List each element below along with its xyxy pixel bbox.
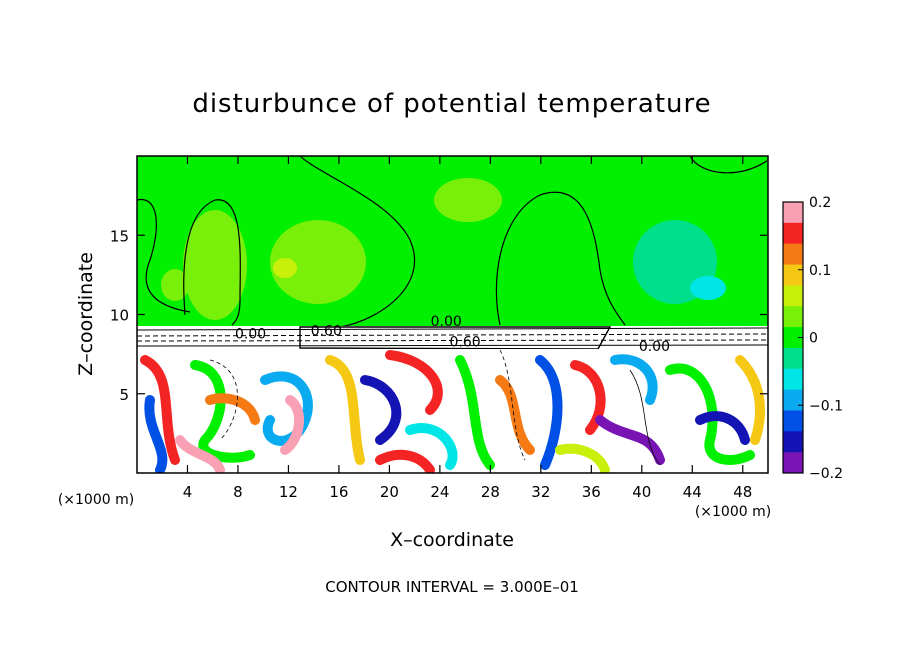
contour-line <box>137 339 768 342</box>
contour-line <box>137 344 768 347</box>
x-tick-label: 36 <box>582 483 601 501</box>
contour-value-label: 0.00 <box>431 314 462 330</box>
cyan-patch <box>690 276 726 300</box>
contour-value-label: 0.60 <box>311 323 342 339</box>
x-tick-label: 28 <box>481 483 500 501</box>
colorbar-swatch <box>783 327 803 349</box>
colorbar-swatch <box>783 368 803 391</box>
turbulent-eddies <box>140 350 765 473</box>
lighter-patch <box>434 178 502 222</box>
colorbar-swatch <box>783 306 803 328</box>
colorbar-swatch <box>783 452 803 474</box>
colorbar-swatch <box>783 222 803 245</box>
contour-line <box>499 349 526 461</box>
colorbar-swatch <box>783 389 803 411</box>
y-axis-ticks: 5 10 15 <box>110 227 768 404</box>
contour-line <box>689 156 768 174</box>
x-axis-label: X–coordinate <box>390 529 514 551</box>
colorbar-tick-label: 0 <box>809 331 818 347</box>
contour-labels: 0.00 0.60 0.60 0.00 0.00 <box>235 314 670 355</box>
y-tick-label: 5 <box>119 386 129 404</box>
contour-line <box>137 327 768 331</box>
layer-band <box>137 326 768 348</box>
contour-line <box>183 199 241 326</box>
chart-title: disturbunce of potential temperature <box>192 89 711 119</box>
colorbar-swatch <box>783 243 803 266</box>
x-axis-ticks: 4 8 12 16 20 24 28 32 36 40 44 48 <box>183 156 752 501</box>
x-tick-label: 16 <box>329 483 348 501</box>
contour-value-label: 0.00 <box>639 339 670 355</box>
x-tick-label: 44 <box>683 483 702 501</box>
contour-line <box>495 191 626 326</box>
lighter-patch <box>270 220 366 304</box>
colorbar: 0.2 0.1 0 −0.1 −0.2 <box>782 195 843 482</box>
colorbar-swatch <box>783 264 803 286</box>
x-tick-label: 12 <box>279 483 298 501</box>
x-tick-label: 48 <box>733 483 752 501</box>
colorbar-tick-label: 0.1 <box>809 263 831 279</box>
colorbar-swatch <box>783 431 803 453</box>
contour-line <box>137 333 768 337</box>
contour-value-label: 0.00 <box>235 327 266 343</box>
x-tick-label: 32 <box>531 483 550 501</box>
contour-line <box>299 156 416 328</box>
contour-interval-footer: CONTOUR INTERVAL = 3.000E–01 <box>325 578 579 596</box>
colorbar-tick-label: −0.2 <box>809 466 843 482</box>
contour-line <box>629 369 661 466</box>
plot-area: 0.000.600.60 0.000.00 4 8 12 16 20 24 28 32 36 40 4… <box>110 155 769 501</box>
colorbar-tick-label: 0.2 <box>809 195 831 211</box>
x-tick-label: 8 <box>233 483 243 501</box>
colorbar-swatch <box>783 202 803 224</box>
lighter-patch <box>161 269 189 301</box>
contour-value-label: 0.60 <box>450 334 481 350</box>
x-tick-label: 40 <box>632 483 651 501</box>
colorbar-tick-label: −0.1 <box>809 398 843 414</box>
z-units-label: (×1000 m) <box>58 492 134 508</box>
x-tick-label: 20 <box>380 483 399 501</box>
contour-line <box>137 199 191 313</box>
colorbar-swatch <box>783 347 803 370</box>
yellow-green-patch <box>273 258 297 278</box>
contour-line <box>209 359 238 441</box>
colorbar-swatch <box>783 410 803 432</box>
x-units-label: (×1000 m) <box>695 504 771 520</box>
colorbar-swatch <box>783 285 803 307</box>
x-tick-label: 4 <box>183 483 193 501</box>
y-tick-label: 10 <box>110 307 129 325</box>
x-tick-label: 24 <box>430 483 449 501</box>
y-axis-label: Z–coordinate <box>75 252 97 376</box>
y-tick-label: 15 <box>110 227 129 245</box>
lighter-patch <box>183 210 247 320</box>
